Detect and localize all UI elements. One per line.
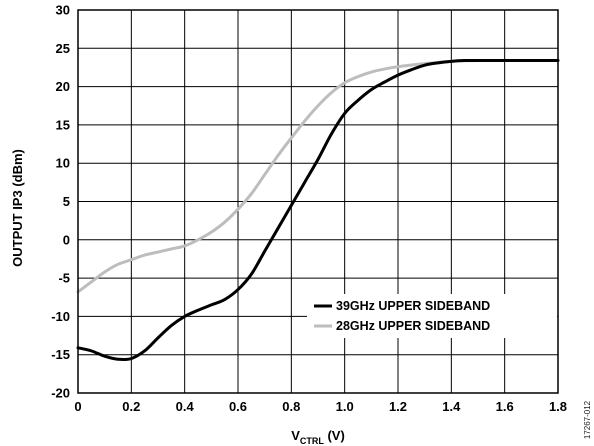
x-tick-label: 1.4 xyxy=(442,399,461,414)
y-tick-label: -15 xyxy=(51,347,70,362)
series-line-39ghz xyxy=(76,59,560,362)
y-axis-title: OUTPUT IP3 (dBm) xyxy=(10,149,25,267)
y-tick-label: 0 xyxy=(63,232,70,247)
x-tick-label: 0.6 xyxy=(229,399,247,414)
legend-box xyxy=(307,294,557,338)
y-tick-label: 25 xyxy=(56,41,70,56)
legend-label-28ghz: 28GHz UPPER SIDEBAND xyxy=(336,319,490,333)
x-tick-label: 0.4 xyxy=(176,399,195,414)
legend: 39GHz UPPER SIDEBAND 28GHz UPPER SIDEBAN… xyxy=(307,294,557,338)
y-tick-label: 5 xyxy=(63,194,70,209)
y-tick-label: -10 xyxy=(51,309,70,324)
y-tick-label: 30 xyxy=(56,3,70,18)
x-tick-label: 1.0 xyxy=(336,399,354,414)
series-group xyxy=(76,59,560,362)
x-tick-label: 0.8 xyxy=(282,399,300,414)
y-tick-labels: 30 25 20 15 10 5 0 -5 -10 -15 -20 xyxy=(51,3,70,401)
y-tick-label: -5 xyxy=(58,271,70,286)
x-tick-labels: 0 0.2 0.4 0.6 0.8 1.0 1.2 1.4 1.6 1.8 xyxy=(74,399,567,414)
plot-frame xyxy=(77,9,559,394)
x-axis-title-sub: CTRL xyxy=(300,436,324,446)
y-tick-label: -20 xyxy=(51,386,70,401)
x-tick-label: 1.6 xyxy=(496,399,514,414)
x-axis-title-main: V xyxy=(291,428,300,443)
x-axis-title: VCTRL (V) xyxy=(291,428,345,446)
y-tick-label: 10 xyxy=(56,156,70,171)
x-tick-label: 0 xyxy=(74,399,81,414)
series-line-28ghz xyxy=(76,59,560,294)
x-tick-label: 1.2 xyxy=(389,399,407,414)
x-tick-label: 1.8 xyxy=(549,399,567,414)
legend-label-39ghz: 39GHz UPPER SIDEBAND xyxy=(336,299,490,313)
x-tick-label: 0.2 xyxy=(122,399,140,414)
y-tick-label: 20 xyxy=(56,79,70,94)
x-axis-title-unit: (V) xyxy=(324,428,345,443)
y-tick-label: 15 xyxy=(56,117,70,132)
figure-id: 17267-012 xyxy=(583,400,592,439)
